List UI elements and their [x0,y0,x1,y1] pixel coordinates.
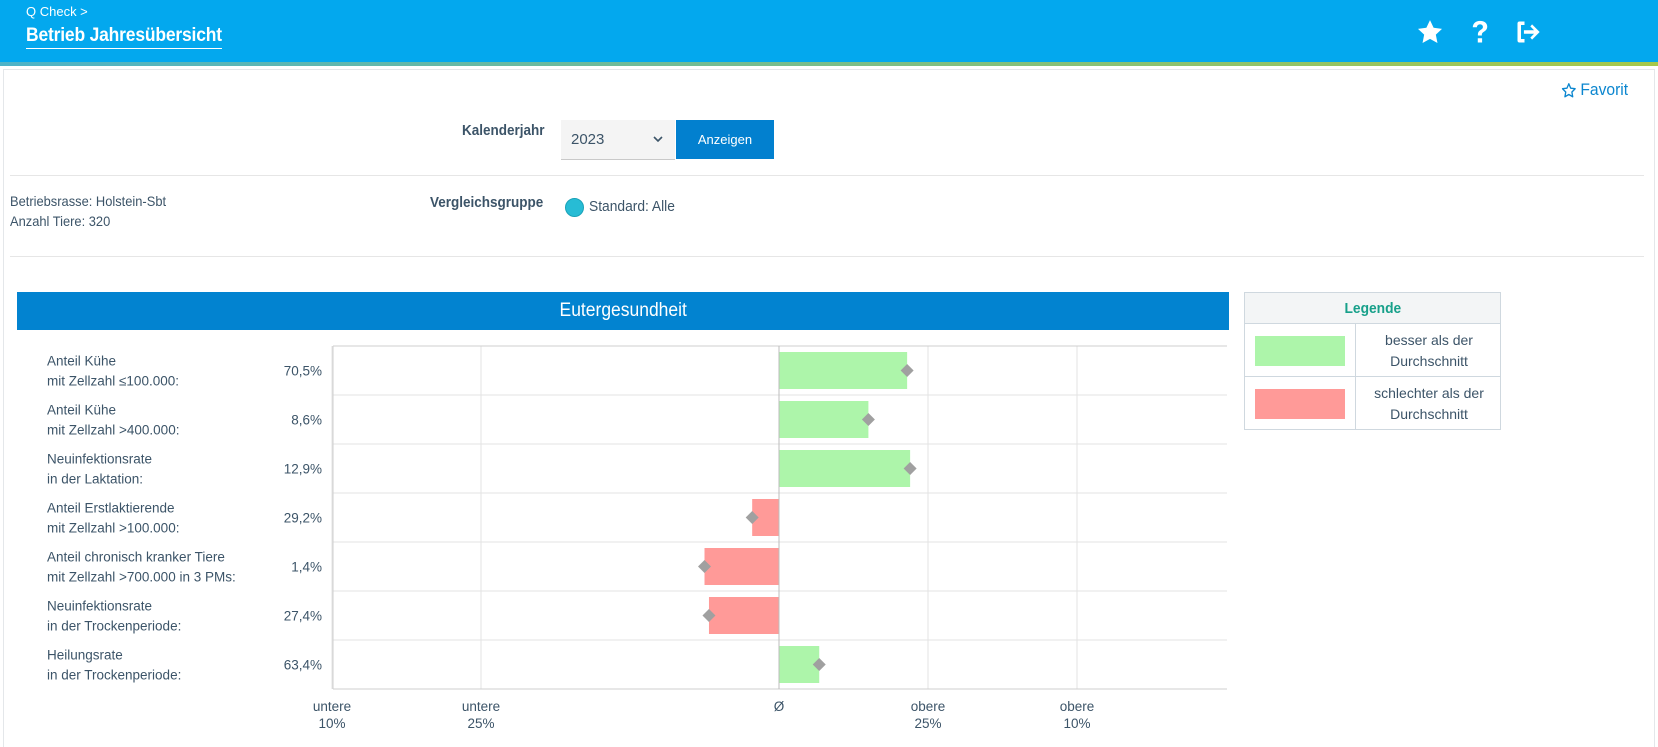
marker-diamond [698,560,711,573]
year-value: 2023 [571,131,605,148]
bar [708,597,779,634]
logout-icon[interactable] [1512,16,1544,48]
row-value-label: 8,6% [291,413,322,428]
favorite-label: Favorit [1580,80,1629,99]
x-tick-label: 25% [914,716,941,730]
x-tick-label: 10% [318,716,345,730]
row-value-label: 12,9% [284,462,322,477]
page-title: Betrieb Jahresübersicht [26,25,222,49]
bar [704,548,779,585]
legend: Legende besser als der Durchschnitt schl… [1244,292,1501,430]
row-value-label: 63,4% [284,658,322,673]
divider [10,175,1644,176]
marker-diamond [812,658,826,671]
row-label-line2: in der Laktation: [47,472,143,487]
farm-info: Betriebsrasse: Holstein-Sbt Anzahl Tiere… [10,191,166,231]
legend-label-better: besser als der Durchschnitt [1385,332,1473,369]
row-label-line2: mit Zellzahl >100.000: [47,521,179,536]
marker-diamond [702,609,716,622]
row-label-line2: mit Zellzahl >400.000: [47,423,179,438]
row-label-line1: Neuinfektionsrate [47,599,152,614]
bar [779,401,869,438]
x-tick-label: obere [1060,699,1095,714]
chevron-down-icon [653,136,663,143]
comparison-group-label: Vergleichsgruppe [430,194,544,211]
legend-item-worse: schlechter als der Durchschnitt [1245,377,1500,430]
x-tick-label: 10% [1063,716,1090,730]
year-select[interactable]: 2023 [561,120,675,160]
x-tick-label: 25% [467,716,494,730]
row-label-line1: Anteil Erstlaktierende [47,501,175,516]
animal-count-text: Anzahl Tiere: 320 [10,213,111,229]
bar [779,646,820,683]
divider [10,256,1644,257]
comparison-option-label[interactable]: Standard: Alle [589,198,675,215]
breed-text: Betriebsrasse: Holstein-Sbt [10,193,167,209]
marker-diamond [903,462,917,475]
udder-health-chart: Anteil Kühe mit Zellzahl ≤100.000: 70,5% An… [47,345,1227,730]
row-label-line1: Anteil chronisch kranker Tiere [47,550,225,565]
show-button[interactable]: Anzeigen [676,120,774,159]
top-bar [0,0,1658,62]
row-label-line1: Anteil Kühe [47,354,116,369]
x-tick-label: Ø [774,699,785,714]
star-outline-icon [1561,82,1576,98]
favorite-button[interactable]: Favorit [1561,80,1628,100]
row-label-line1: Heilungsrate [47,648,123,663]
marker-diamond [861,413,875,426]
bar [779,450,911,487]
row-value-label: 70,5% [284,364,322,379]
marker-diamond [900,364,914,377]
chart-title: Eutergesundheit [17,292,1229,330]
row-label-line2: in der Trockenperiode: [47,619,181,634]
question-icon[interactable] [1464,16,1496,48]
marker-diamond [745,511,759,524]
legend-swatch-worse [1255,389,1345,419]
row-value-label: 29,2% [284,511,322,526]
legend-item-better: besser als der Durchschnitt [1245,324,1500,377]
row-value-label: 27,4% [284,609,322,624]
row-label-line2: in der Trockenperiode: [47,668,181,683]
row-label-line1: Anteil Kühe [47,403,116,418]
star-icon[interactable] [1414,16,1446,48]
row-label-line1: Neuinfektionsrate [47,452,152,467]
legend-swatch-better [1255,336,1345,366]
comparison-radio[interactable] [565,198,584,217]
row-value-label: 1,4% [291,560,322,575]
top-bar-accent-strip [0,62,1658,66]
breadcrumb[interactable]: Q Check > [26,4,88,19]
row-label-line2: mit Zellzahl ≤100.000: [47,374,179,389]
x-tick-label: obere [911,699,946,714]
legend-label-worse: schlechter als der Durchschnitt [1374,385,1484,422]
year-label: Kalenderjahr [462,122,545,139]
bar [779,352,908,389]
legend-title: Legende [1245,293,1500,324]
x-tick-label: untere [313,699,351,714]
x-tick-label: untere [462,699,500,714]
row-label-line2: mit Zellzahl >700.000 in 3 PMs: [47,570,236,585]
